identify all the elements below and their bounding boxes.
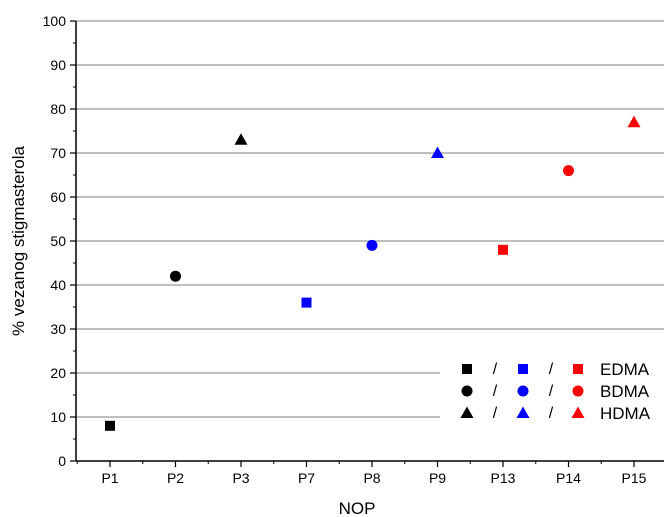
legend-label-hdma: HDMA [600, 404, 651, 423]
legend-background [440, 354, 664, 436]
data-point-P14 [563, 165, 574, 177]
data-point-P9 [431, 146, 444, 158]
y-axis-label: % vezanog stigmasterola [9, 145, 28, 335]
y-tick-label-10: 10 [50, 409, 66, 425]
y-tick-label-60: 60 [50, 189, 66, 205]
x-tick-label-P15: P15 [622, 470, 647, 486]
data-point-P7 [301, 297, 312, 308]
legend-marker-bdma-2 [517, 385, 529, 397]
legend-separator: / [493, 361, 498, 378]
y-tick-label-40: 40 [50, 277, 66, 293]
x-tick-label-P9: P9 [429, 470, 446, 486]
y-tick-label-100: 100 [43, 13, 67, 29]
y-tick-label-90: 90 [50, 57, 66, 73]
legend: / / EDMA / / BDMA / / HDMA [460, 360, 651, 423]
x-tick-label-P13: P13 [491, 470, 516, 486]
x-tick-label-P3: P3 [232, 470, 249, 486]
data-point-P1 [105, 420, 115, 431]
x-tick-label-P2: P2 [167, 470, 184, 486]
x-tick-label-P8: P8 [363, 470, 380, 486]
y-tick-label-20: 20 [50, 365, 66, 381]
legend-marker-edma-2 [518, 364, 528, 374]
y-tick-label-50: 50 [50, 233, 66, 249]
data-point-P3 [234, 133, 248, 145]
y-tick-label-30: 30 [50, 321, 66, 337]
legend-marker-bdma-3 [572, 385, 584, 397]
legend-label-bdma: BDMA [600, 382, 650, 401]
data-point-P13 [498, 244, 508, 255]
y-tick-label-0: 0 [58, 453, 66, 469]
legend-separator: / [493, 383, 498, 400]
legend-marker-bdma-1 [461, 385, 473, 397]
legend-marker-hdma-2 [516, 406, 530, 418]
x-tick-label-P7: P7 [298, 470, 315, 486]
data-point-P2 [170, 270, 181, 282]
legend-label-edma: EDMA [600, 360, 650, 379]
y-tick-label-70: 70 [50, 145, 66, 161]
x-tick-label-P1: P1 [101, 470, 118, 486]
y-tick-label-80: 80 [50, 101, 66, 117]
legend-marker-edma-3 [573, 364, 583, 374]
legend-separator: / [549, 405, 554, 422]
x-tick-label-P14: P14 [556, 470, 581, 486]
data-point-P8 [366, 239, 378, 251]
data-point-P15 [627, 115, 641, 128]
legend-marker-edma-1 [462, 364, 472, 374]
data-points [105, 115, 641, 431]
y-axis-ticks: 0 10 20 30 40 50 60 70 80 90 100 [43, 13, 76, 469]
legend-separator: / [493, 405, 498, 422]
legend-separator: / [549, 361, 554, 378]
legend-marker-hdma-1 [460, 406, 474, 418]
legend-separator: / [549, 383, 554, 400]
legend-marker-hdma-3 [571, 406, 585, 418]
x-axis-ticks: P1 P2 P3 P7 P8 P9 P13 P14 P15 [76, 461, 647, 486]
x-axis-label: NOP [339, 499, 376, 517]
